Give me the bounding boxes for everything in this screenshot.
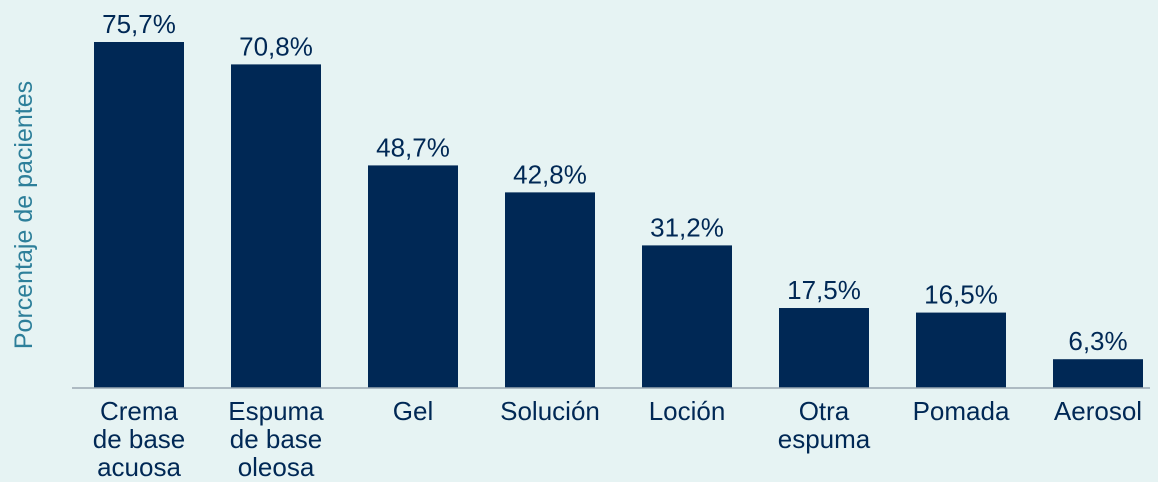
category-label: Crema de base acuosa xyxy=(93,396,186,482)
category-label-line: Loción xyxy=(649,396,726,426)
category-label-line: Crema xyxy=(100,396,179,426)
category-label-line: Aerosol xyxy=(1054,396,1142,426)
data-label: 6,3% xyxy=(1068,326,1127,356)
category-label: Otra espuma xyxy=(778,396,871,454)
data-label: 75,7% xyxy=(102,9,176,39)
category-label: Gel xyxy=(393,396,433,426)
data-label: 17,5% xyxy=(787,275,861,305)
bar xyxy=(1053,359,1143,388)
category-label: Espuma de base oleosa xyxy=(228,396,324,482)
data-label: 31,2% xyxy=(650,212,724,242)
bar xyxy=(642,245,732,388)
category-label: Pomada xyxy=(913,396,1010,426)
data-label: 48,7% xyxy=(376,132,450,162)
bar xyxy=(916,312,1006,388)
category-label-line: de base xyxy=(230,424,323,454)
category-label-line: Gel xyxy=(393,396,433,426)
data-label: 42,8% xyxy=(513,159,587,189)
category-label: Loción xyxy=(649,396,726,426)
category-label-line: de base xyxy=(93,424,186,454)
category-label-line: acuosa xyxy=(97,452,181,482)
bar xyxy=(368,165,458,388)
category-label: Aerosol xyxy=(1054,396,1142,426)
category-label-line: Espuma xyxy=(228,396,324,426)
bar xyxy=(231,64,321,388)
bar xyxy=(94,42,184,388)
data-label: 70,8% xyxy=(239,31,313,61)
category-label-line: espuma xyxy=(778,424,871,454)
category-label-line: Pomada xyxy=(913,396,1010,426)
data-label: 16,5% xyxy=(924,280,998,310)
bar xyxy=(779,308,869,388)
category-label-line: Otra xyxy=(799,396,850,426)
category-label: Solución xyxy=(500,396,600,426)
value-labels-group: 75,7% 70,8% 48,7% 42,8% 31,2% 17,5% 16,5% 6,3% xyxy=(102,9,1128,356)
bars-group xyxy=(94,42,1143,388)
category-label-line: oleosa xyxy=(238,452,315,482)
y-axis-label: Porcentaje de pacientes xyxy=(10,81,38,349)
category-label-line: Solución xyxy=(500,396,600,426)
bar xyxy=(505,192,595,388)
